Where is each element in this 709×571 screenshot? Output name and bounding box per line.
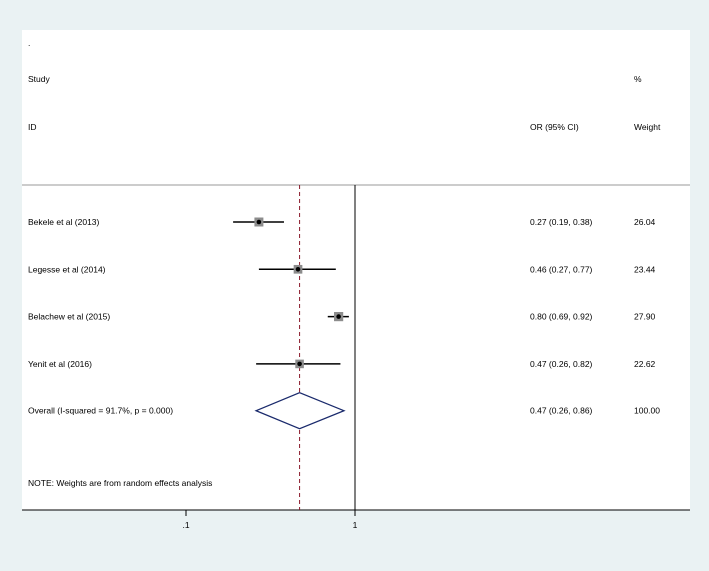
overall-label: Overall (I-squared = 91.7%, p = 0.000) (28, 406, 173, 416)
header-id-label: ID (28, 122, 37, 132)
plot-panel (22, 30, 690, 510)
study-point (297, 361, 302, 367)
study-point (336, 314, 341, 319)
study-or-ci: 0.80 (0.69, 0.92) (530, 312, 593, 322)
x-tick-label: .1 (182, 520, 189, 530)
header-percent-label: % (634, 74, 642, 84)
study-weight: 26.04 (634, 217, 656, 227)
study-point (295, 267, 301, 272)
header-study-label: Study (28, 74, 50, 84)
x-tick-label: 1 (353, 520, 358, 530)
study-weight: 22.62 (634, 359, 656, 369)
study-or-ci: 0.47 (0.26, 0.82) (530, 359, 593, 369)
study-label: Yenit et al (2016) (28, 359, 92, 369)
footnote: NOTE: Weights are from random effects an… (28, 478, 212, 488)
header-weight-label: Weight (634, 122, 661, 132)
overall-diamond (254, 391, 346, 430)
overall-or-ci: 0.47 (0.26, 0.86) (530, 406, 593, 416)
study-weight: 23.44 (634, 264, 656, 274)
chart-marks: Bekele et al (2013) 0.27 (0.19, 0.38) 26.0… (28, 185, 660, 530)
header-dot: . (28, 38, 30, 48)
study-or-ci: 0.27 (0.19, 0.38) (530, 217, 593, 227)
study-weight: 27.90 (634, 312, 656, 322)
study-label: Legesse et al (2014) (28, 264, 106, 274)
header-effect-label: OR (95% CI) (530, 122, 579, 132)
study-or-ci: 0.46 (0.27, 0.77) (530, 264, 593, 274)
study-point (256, 219, 262, 225)
study-label: Bekele et al (2013) (28, 217, 100, 227)
overall-weight: 100.00 (634, 406, 660, 416)
study-label: Belachew et al (2015) (28, 312, 110, 322)
